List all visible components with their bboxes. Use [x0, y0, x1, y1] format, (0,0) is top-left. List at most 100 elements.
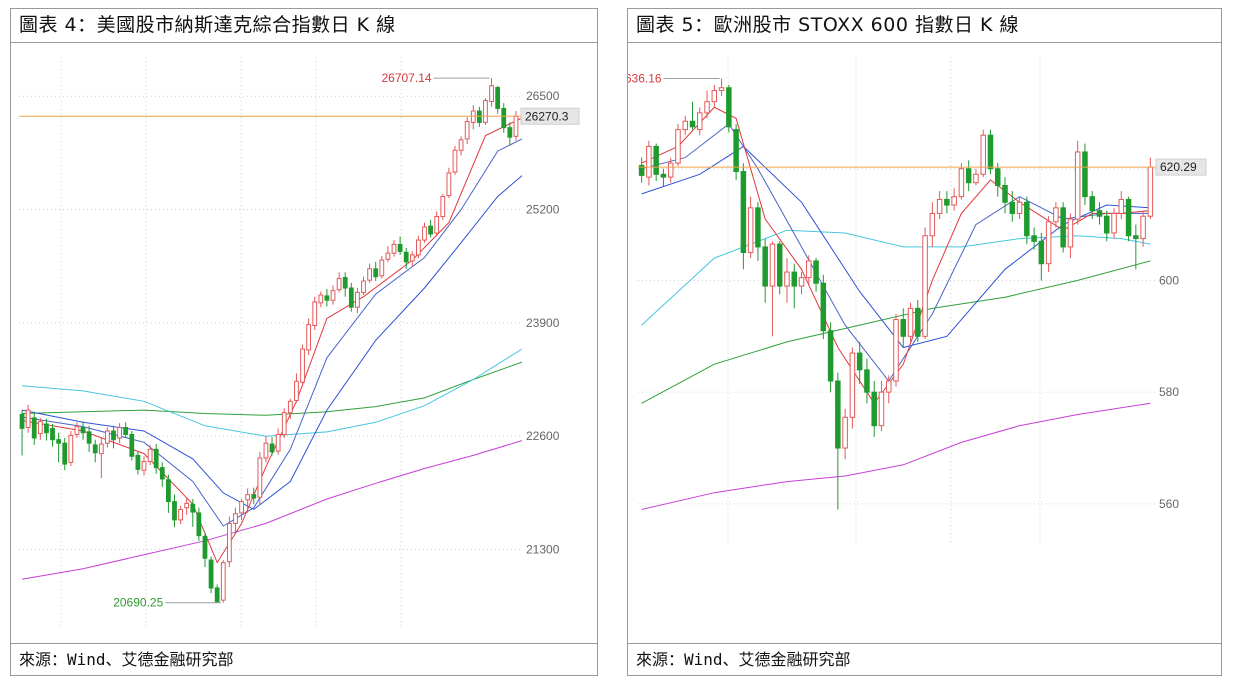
candle: [667, 157, 674, 183]
candle: [718, 78, 725, 97]
candle: [409, 251, 415, 267]
candle-body: [452, 149, 458, 173]
candle-body: [239, 501, 244, 514]
candle-body: [50, 427, 55, 441]
candle: [50, 424, 55, 447]
low-annotation: 20690.25: [113, 596, 163, 610]
candle: [513, 111, 519, 141]
candle: [111, 425, 116, 449]
candle: [1074, 140, 1081, 225]
candle-body: [827, 330, 834, 382]
candle-body: [379, 259, 385, 277]
candle-body: [1009, 201, 1016, 214]
candle: [263, 436, 269, 463]
candle: [257, 451, 263, 505]
candle-body: [495, 87, 501, 109]
candle-body: [806, 260, 812, 279]
candle-body: [68, 434, 74, 463]
candle-body: [330, 290, 336, 301]
candle-body: [428, 225, 433, 235]
candle-body: [92, 444, 98, 454]
candle: [141, 456, 147, 476]
candle: [446, 167, 452, 199]
candle: [798, 272, 805, 295]
candle: [324, 288, 330, 307]
candle-body: [1089, 196, 1095, 212]
candle-body: [409, 254, 415, 262]
candle-body: [208, 559, 214, 589]
candle-body: [434, 216, 440, 234]
candle-body: [1002, 184, 1008, 203]
candle: [842, 408, 848, 460]
candle-body: [1045, 221, 1052, 265]
candle: [689, 101, 696, 130]
candle: [245, 488, 251, 513]
candle: [697, 107, 703, 136]
last-price-tag: [520, 107, 580, 125]
candle: [1045, 216, 1052, 273]
candle: [226, 516, 232, 567]
candle: [214, 584, 220, 603]
candle-body: [820, 282, 827, 332]
candle: [776, 241, 783, 295]
candle: [44, 418, 49, 441]
nasdaq-chart-panel: 圖表 4：美國股市納斯達克綜合指數日 K 線 26500 25200 23900 22…: [10, 8, 598, 676]
candle-body: [318, 294, 324, 304]
y-tick-label: 600: [1159, 273, 1179, 287]
candle: [294, 373, 299, 404]
candle: [856, 341, 863, 384]
candle-body: [269, 443, 275, 453]
candle-body: [769, 243, 776, 287]
candle-body: [704, 101, 710, 114]
candle-body: [202, 535, 208, 559]
candle-body: [263, 442, 269, 459]
candle-body: [1082, 151, 1088, 198]
candle: [37, 417, 43, 440]
candle-body: [324, 295, 330, 301]
candle: [1002, 177, 1008, 214]
candle-body: [19, 413, 25, 429]
candle: [434, 211, 440, 237]
candle: [208, 556, 214, 594]
candle: [704, 90, 710, 119]
candle: [233, 507, 238, 533]
candle: [929, 202, 936, 247]
candle-body: [281, 412, 287, 435]
candle-body: [147, 448, 153, 462]
candle: [987, 129, 994, 175]
candle: [440, 193, 446, 221]
candle: [726, 84, 732, 133]
y-tick-label: 21300: [526, 543, 560, 557]
candle: [871, 381, 877, 437]
candle-body: [226, 522, 232, 563]
candle-body: [856, 352, 863, 371]
candle-body: [98, 443, 104, 455]
candle: [220, 560, 226, 603]
candle: [507, 122, 513, 146]
last-price-tag: [1155, 158, 1207, 176]
candle-body: [172, 501, 177, 521]
candle: [458, 136, 464, 156]
candle: [166, 474, 171, 513]
candle: [25, 404, 31, 433]
candle-body: [275, 433, 281, 452]
candle-body: [123, 426, 129, 435]
ma20-line: [21, 175, 523, 510]
candle-body: [740, 171, 747, 254]
candle-body: [251, 494, 257, 499]
candle-body: [936, 198, 943, 214]
candle: [1125, 196, 1132, 242]
candle: [306, 318, 312, 356]
candle: [893, 313, 899, 387]
candle-body: [416, 239, 421, 256]
candle: [483, 97, 488, 125]
candle: [711, 84, 718, 108]
candle: [330, 285, 336, 305]
candle-body: [178, 508, 183, 521]
candle-body: [791, 271, 798, 287]
candle-body: [74, 426, 80, 435]
candle: [80, 421, 86, 440]
candle-body: [501, 107, 507, 129]
candle-body: [190, 503, 196, 513]
